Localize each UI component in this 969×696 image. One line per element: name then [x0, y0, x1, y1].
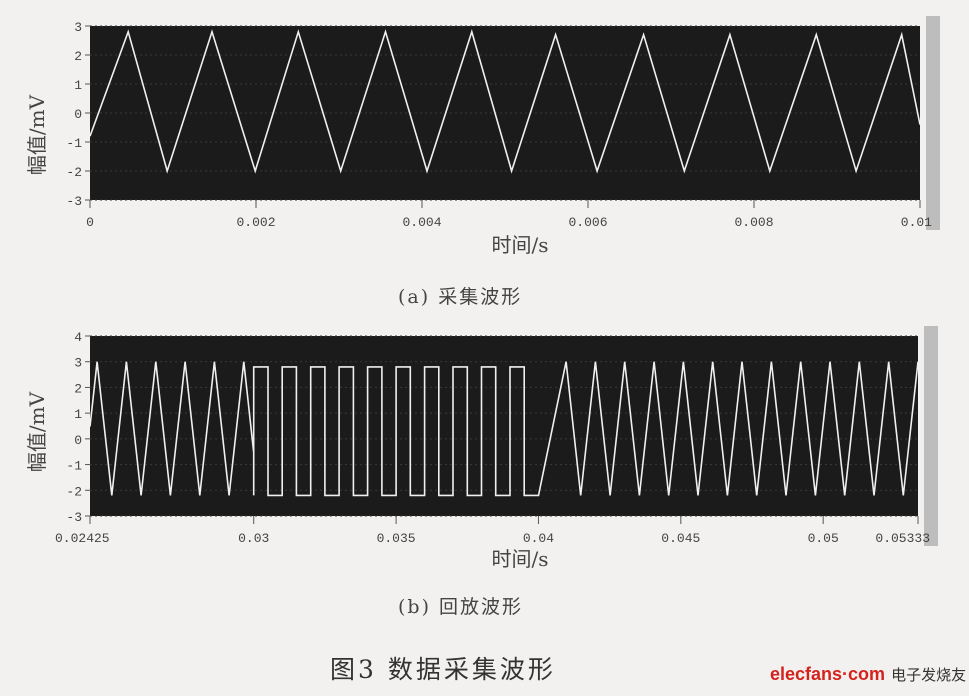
x-tick-label: 0.002	[236, 215, 275, 230]
y-tick-label: -2	[66, 165, 82, 180]
x-tick-label: 0.008	[734, 215, 773, 230]
edge-strip	[924, 326, 938, 546]
y-tick-label: 2	[74, 381, 82, 396]
y-tick-label: -1	[66, 136, 82, 151]
y-axis-label: 幅值/mV	[25, 94, 49, 175]
x-tick-label: 0.006	[568, 215, 607, 230]
x-tick-label: 0.05	[808, 531, 839, 546]
x-tick-label: 0	[86, 215, 94, 230]
x-axis-label: 时间/s	[491, 233, 548, 257]
waveform-line	[89, 361, 919, 497]
y-tick-label: 1	[74, 407, 82, 422]
y-tick-label: 2	[74, 49, 82, 64]
watermark-logo: elecfans·com 电子发烧友	[770, 664, 967, 684]
caption-b: (b) 回放波形	[398, 596, 524, 618]
y-tick-label: 3	[74, 20, 82, 35]
x-tick-label: 0.02425	[55, 531, 110, 546]
y-tick-label: 1	[74, 78, 82, 93]
y-tick-label: -3	[66, 510, 82, 525]
x-tick-label: 0.01	[901, 215, 932, 230]
x-tick-label: 0.03	[238, 531, 269, 546]
y-tick-label: 3	[74, 356, 82, 371]
y-axis-label: 幅值/mV	[25, 391, 49, 472]
y-tick-label: 0	[74, 107, 82, 122]
caption-a: (a) 采集波形	[398, 286, 523, 308]
edge-strip	[926, 16, 940, 230]
chart-b: -3 -2 -1 0 1 2 3 4 0.02425 0.03 0.035 0.04 0.045 0.05…	[25, 326, 938, 571]
x-axis-label: 时间/s	[491, 547, 548, 571]
x-tick-label: 0.04	[523, 531, 554, 546]
y-tick-label: 0	[74, 433, 82, 448]
x-tick-label: 0.004	[402, 215, 441, 230]
y-tick-label: -2	[66, 484, 82, 499]
chart-a: -3 -2 -1 0 1 2 3 0 0.002 0.004 0.006 0.008 0.01 幅值/mV…	[25, 16, 940, 257]
x-tick-label: 0.045	[661, 531, 700, 546]
figure-title: 图3 数据采集波形	[330, 655, 556, 684]
x-tick-label: 0.035	[377, 531, 416, 546]
y-tick-label: -1	[66, 459, 82, 474]
y-tick-label: 4	[74, 330, 82, 345]
x-tick-label: 0.05333	[875, 531, 930, 546]
watermark-text: 电子发烧友	[891, 666, 967, 684]
waveform-line	[89, 29, 921, 174]
y-tick-label: -3	[66, 194, 82, 209]
